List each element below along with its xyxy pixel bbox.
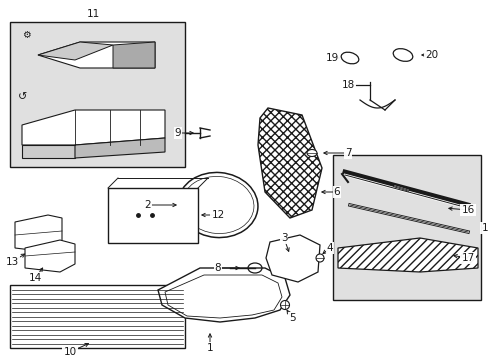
Text: 18: 18 <box>341 80 354 90</box>
Bar <box>10 22 184 167</box>
Polygon shape <box>265 235 319 282</box>
Text: 10: 10 <box>63 347 77 357</box>
Polygon shape <box>164 275 282 318</box>
Polygon shape <box>113 42 155 68</box>
Ellipse shape <box>341 52 358 64</box>
Text: ↺: ↺ <box>18 92 27 102</box>
Text: 20: 20 <box>425 50 438 60</box>
Polygon shape <box>38 42 113 60</box>
Ellipse shape <box>280 301 289 310</box>
Polygon shape <box>38 42 155 68</box>
Polygon shape <box>15 215 62 252</box>
Text: 1: 1 <box>206 343 213 353</box>
Text: 7: 7 <box>344 148 350 158</box>
Ellipse shape <box>306 149 316 157</box>
Polygon shape <box>25 240 75 272</box>
Polygon shape <box>10 285 184 348</box>
Text: 11: 11 <box>86 9 100 19</box>
Ellipse shape <box>178 172 258 238</box>
Ellipse shape <box>392 49 412 61</box>
Bar <box>332 155 480 300</box>
Text: ⚙: ⚙ <box>22 30 31 40</box>
Polygon shape <box>22 110 164 145</box>
Polygon shape <box>258 108 321 218</box>
Polygon shape <box>75 138 164 158</box>
Text: 19: 19 <box>325 53 338 63</box>
Text: 16: 16 <box>461 205 474 215</box>
Text: 2: 2 <box>144 200 151 210</box>
Bar <box>108 188 198 243</box>
Polygon shape <box>337 238 477 272</box>
Text: 4: 4 <box>326 243 333 253</box>
Text: 9: 9 <box>174 128 181 138</box>
Text: 8: 8 <box>214 263 221 273</box>
Polygon shape <box>158 268 289 322</box>
Text: 3: 3 <box>280 233 287 243</box>
Ellipse shape <box>315 254 324 262</box>
Text: 5: 5 <box>288 313 295 323</box>
Text: 14: 14 <box>28 273 41 283</box>
Text: 17: 17 <box>461 253 474 263</box>
Text: 13: 13 <box>5 257 19 267</box>
Text: 15: 15 <box>480 223 488 233</box>
Text: 12: 12 <box>211 210 224 220</box>
Polygon shape <box>22 145 75 158</box>
Text: 6: 6 <box>333 187 340 197</box>
